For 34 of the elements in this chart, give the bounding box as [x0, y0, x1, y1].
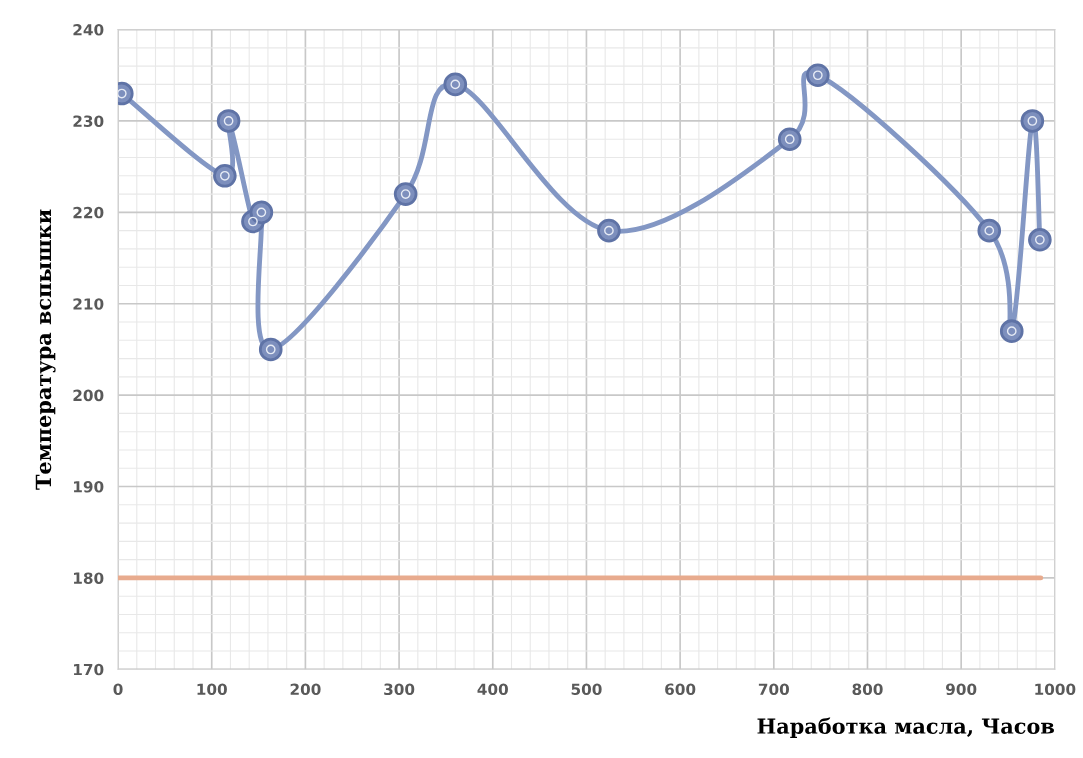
y-tick-label: 220 — [73, 206, 104, 219]
x-tick-label: 100 — [197, 683, 227, 696]
y-tick-label: 170 — [73, 663, 104, 676]
y-tick-label: 210 — [73, 298, 104, 310]
point — [977, 218, 1002, 243]
point — [216, 109, 241, 133]
x-tick-label: 600 — [665, 683, 696, 696]
point — [999, 319, 1024, 343]
point — [393, 182, 418, 206]
point — [249, 200, 274, 225]
y-tick-label: 200 — [73, 389, 104, 402]
x-tick-label: 800 — [852, 683, 883, 696]
point — [1028, 227, 1052, 252]
x-tick-label: 400 — [477, 683, 508, 696]
x-tick-label: 300 — [384, 683, 415, 696]
point — [777, 127, 802, 152]
point — [1020, 109, 1045, 133]
point — [443, 72, 468, 97]
point — [258, 337, 283, 362]
point — [806, 63, 830, 88]
x-tick-label: 200 — [290, 683, 321, 696]
y-tick-label: 230 — [73, 115, 104, 127]
point — [213, 163, 237, 188]
x-axis-title: Наработка масла, Часов — [757, 717, 1054, 738]
x-tick-label: 0 — [113, 683, 123, 696]
y-axis-title: Температура вспышки — [35, 209, 56, 490]
x-tick-label: 1000 — [1035, 683, 1076, 696]
x-tick-label: 900 — [946, 683, 977, 696]
x-tick-label: 500 — [571, 683, 602, 696]
y-tick-label: 240 — [73, 24, 104, 36]
y-tick-label: 180 — [73, 572, 104, 584]
y-tick-label: 190 — [73, 480, 104, 493]
point — [597, 218, 621, 243]
x-tick-label: 700 — [758, 683, 790, 696]
